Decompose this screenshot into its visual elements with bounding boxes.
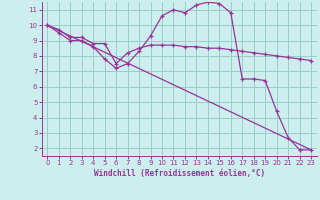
- X-axis label: Windchill (Refroidissement éolien,°C): Windchill (Refroidissement éolien,°C): [94, 169, 265, 178]
